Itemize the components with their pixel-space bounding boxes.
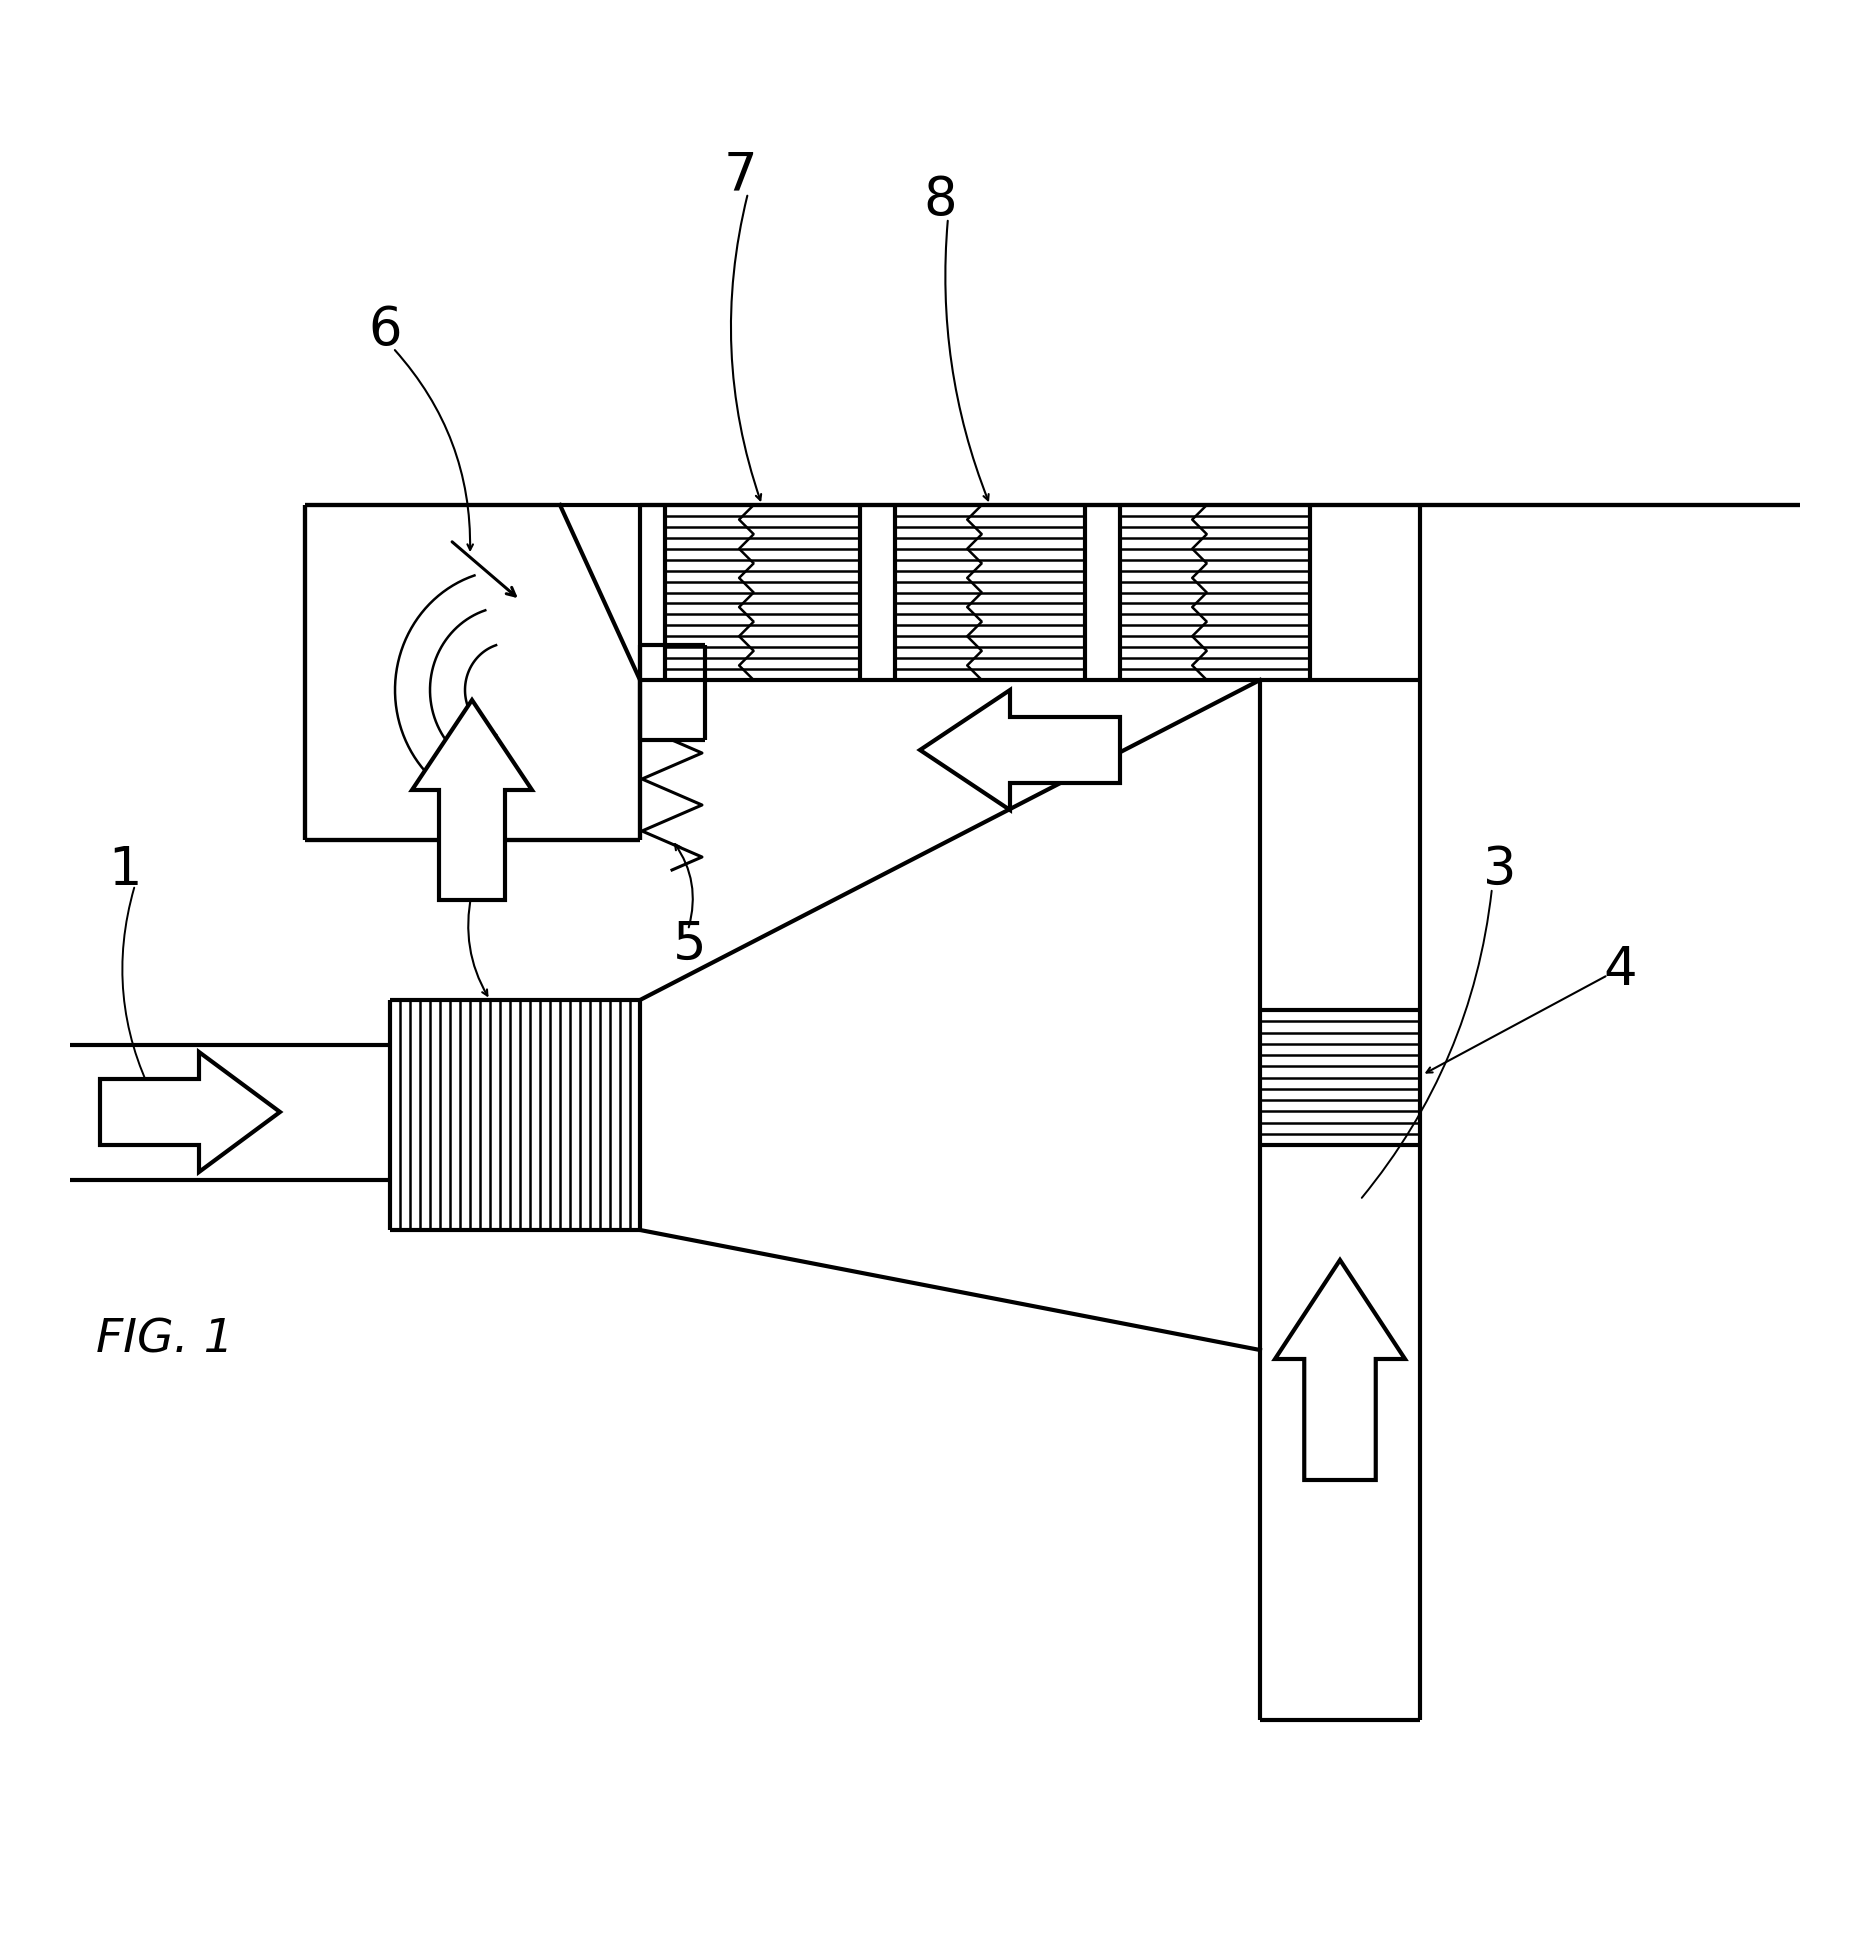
Text: 1: 1 [107,843,143,896]
Text: 3: 3 [1483,843,1516,896]
Text: FIG. 1: FIG. 1 [96,1317,233,1363]
Polygon shape [413,700,531,900]
Polygon shape [1275,1260,1405,1479]
Text: 2: 2 [448,849,481,902]
Polygon shape [100,1053,280,1171]
Polygon shape [920,690,1120,811]
Text: 8: 8 [924,175,957,227]
Text: 4: 4 [1603,944,1636,997]
Text: 5: 5 [674,919,707,971]
Text: 6: 6 [368,304,402,357]
Text: 7: 7 [724,149,757,202]
